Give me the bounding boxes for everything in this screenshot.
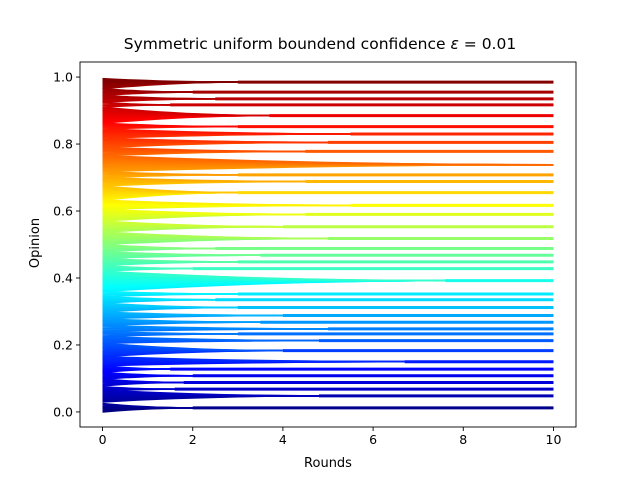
opinion-cluster-25 [102,185,554,202]
opinion-cluster-28 [102,155,554,173]
x-tick-label: 4 [279,432,287,447]
opinion-trajectory [102,402,554,409]
opinion-trajectory [102,386,554,391]
opinion-trajectory [102,220,554,228]
opinion-trajectory [102,146,554,153]
opinion-trajectory [102,176,554,183]
y-tick-label: 0.8 [53,137,73,152]
opinion-trajectory [102,257,554,263]
opinion-cluster-10 [102,324,554,333]
chart-title: Symmetric uniform boundend confidence ε … [124,35,516,53]
axes-spines [79,61,577,428]
opinion-cluster-0 [102,402,554,413]
y-axis: 0.0 0.2 0.4 0.6 0.8 1.0 [53,70,80,419]
opinion-cluster-22 [102,220,554,233]
x-tick-label: 0 [99,432,107,447]
x-axis: 0 2 4 6 8 10 [99,427,562,447]
opinion-cluster-5 [102,364,554,374]
opinion-trajectory [102,355,554,363]
y-tick-label: 0.6 [53,204,73,219]
opinion-cluster-35 [102,94,554,103]
x-tick-label: 6 [369,432,377,447]
opinion-trajectory [102,101,554,106]
opinion-trajectory [102,378,554,384]
opinion-trajectory [102,155,554,166]
opinion-cluster-8 [102,335,554,345]
opinion-trajectory [102,208,554,216]
opinion-cluster-14 [102,295,554,304]
opinion-trajectory [102,389,554,397]
opinion-trajectory [102,295,554,301]
opinion-cluster-3 [102,378,554,387]
opinion-trajectory [102,318,554,324]
opinion-trajectory [102,88,554,93]
opinion-trajectory [102,199,554,207]
opinion-cluster-30 [102,137,554,149]
opinion-trajectory [102,231,554,240]
y-tick-label: 0.4 [53,270,73,285]
opinion-trajectory [102,251,554,256]
opinion-trajectory [102,324,554,330]
opinion-cluster-23 [102,208,554,222]
y-tick-label: 0.2 [53,337,73,352]
opinion-trajectory [102,335,554,342]
opinion-trajectory [102,270,554,282]
opinion-cluster-7 [102,342,554,358]
axes-frame [79,61,577,428]
x-tick-label: 8 [459,432,467,447]
opinion-cluster-2 [102,386,554,392]
x-axis-label: Rounds [304,456,352,471]
opinion-trajectory [102,330,554,335]
opinion-cluster-6 [102,355,554,367]
y-axis-label: Opinion [28,218,43,268]
opinion-trajectory [102,311,554,317]
opinion-trajectory [102,77,554,83]
opinion-cluster-36 [102,88,554,97]
opinion-cluster-13 [102,302,554,313]
opinion-cluster-9 [102,330,554,338]
opinion-trajectory [102,106,554,117]
opinion-trajectory [102,302,554,309]
opinion-trajectory [102,371,554,377]
opinion-trajectory [102,364,554,370]
opinion-cluster-24 [102,199,554,211]
opinion-cluster-11 [102,318,554,327]
opinion-cluster-17 [102,264,554,273]
opinion-cluster-16 [102,270,554,293]
x-tick-label: 10 [546,432,562,447]
y-tick-label: 1.0 [53,70,73,85]
opinion-cluster-37 [102,77,554,90]
opinion-cluster-4 [102,371,554,380]
opinion-trajectory [102,122,554,128]
opinion-cluster-20 [102,243,554,253]
opinion-trajectory [102,170,554,176]
opinion-cluster-32 [102,122,554,130]
y-tick-label: 0.0 [53,404,73,419]
opinion-cluster-15 [102,290,554,298]
opinion-cluster-27 [102,170,554,179]
opinion-cluster-33 [102,106,554,125]
opinion-trajectory [102,185,554,194]
x-tick-label: 2 [189,432,197,447]
opinion-trajectory [102,290,554,295]
opinion-cluster-1 [102,389,554,403]
opinion-trajectory [102,94,554,100]
opinion-trajectory [102,137,554,144]
opinion-cluster-19 [102,251,554,260]
opinion-trajectory [102,264,554,270]
opinion-cluster-31 [102,128,554,139]
opinion-cluster-34 [102,101,554,108]
opinion-cluster-21 [102,231,554,246]
opinion-trajectory [102,243,554,250]
opinion-cluster-18 [102,257,554,267]
plot-area [102,77,554,413]
opinion-cluster-29 [102,146,554,157]
opinion-trajectory [102,128,554,135]
opinion-cluster-12 [102,311,554,320]
opinion-cluster-26 [102,176,554,187]
opinion-trajectory [102,342,554,352]
